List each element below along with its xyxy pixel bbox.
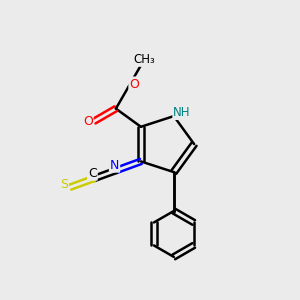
- Text: C: C: [88, 167, 97, 180]
- Text: N: N: [110, 159, 119, 172]
- Text: NH: NH: [173, 106, 191, 119]
- Text: O: O: [83, 115, 93, 128]
- Text: S: S: [60, 178, 68, 191]
- Text: O: O: [129, 77, 139, 91]
- Text: CH₃: CH₃: [133, 53, 155, 66]
